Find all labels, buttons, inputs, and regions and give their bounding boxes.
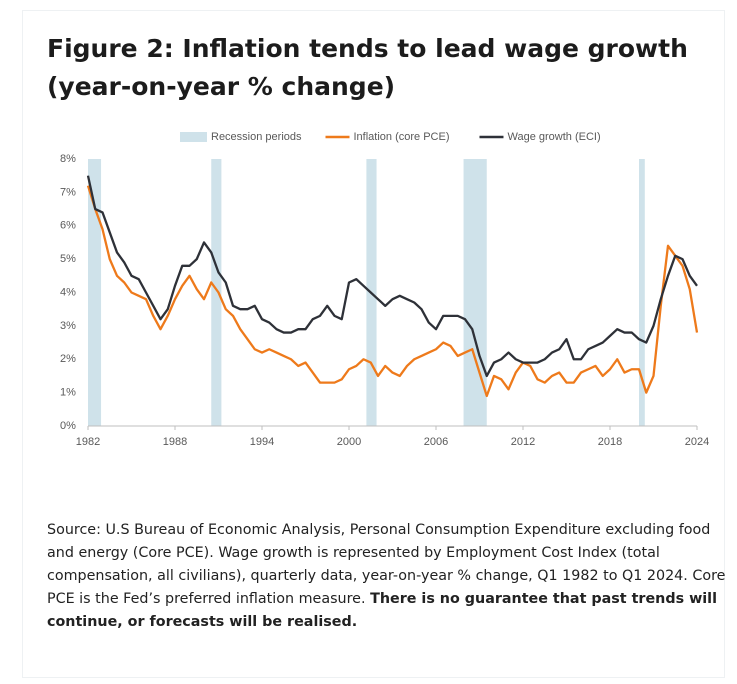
series-line bbox=[86, 175, 698, 378]
legend-label: Inflation (core PCE) bbox=[354, 131, 450, 143]
x-tick-label: 2006 bbox=[424, 436, 448, 448]
y-tick-label: 7% bbox=[60, 186, 76, 198]
chart-title: Figure 2: Inflation tends to lead wage g… bbox=[47, 34, 688, 101]
legend-label: Recession periods bbox=[211, 131, 302, 143]
recession-band bbox=[639, 159, 645, 426]
y-tick-label: 2% bbox=[60, 353, 76, 365]
y-tick-label: 0% bbox=[60, 420, 76, 432]
recession-band bbox=[211, 159, 222, 426]
y-tick-label: 5% bbox=[60, 253, 76, 265]
recession-band bbox=[88, 159, 102, 426]
card bbox=[22, 10, 725, 678]
x-tick-label: 1988 bbox=[163, 436, 187, 448]
source-disclaimer: There is no guarantee that past trends w… bbox=[47, 591, 717, 630]
x-tick-label: 1994 bbox=[250, 436, 274, 448]
legend-swatch bbox=[180, 132, 207, 142]
x-tick-label: 2000 bbox=[337, 436, 361, 448]
source-text: Source: U.S Bureau of Economic Analysis,… bbox=[47, 522, 726, 607]
y-tick-label: 6% bbox=[60, 220, 76, 232]
source-note: Source: U.S Bureau of Economic Analysis,… bbox=[47, 519, 727, 634]
y-tick-label: 1% bbox=[60, 387, 76, 399]
legend-label: Wage growth (ECI) bbox=[507, 131, 600, 143]
x-tick-label: 2018 bbox=[598, 436, 622, 448]
x-tick-label: 2012 bbox=[511, 436, 535, 448]
series-line bbox=[86, 185, 699, 398]
y-tick-label: 8% bbox=[60, 153, 76, 165]
y-tick-label: 3% bbox=[60, 320, 76, 332]
x-tick-label: 1982 bbox=[76, 436, 100, 448]
x-tick-label: 2024 bbox=[685, 436, 709, 448]
y-tick-label: 4% bbox=[60, 286, 76, 298]
